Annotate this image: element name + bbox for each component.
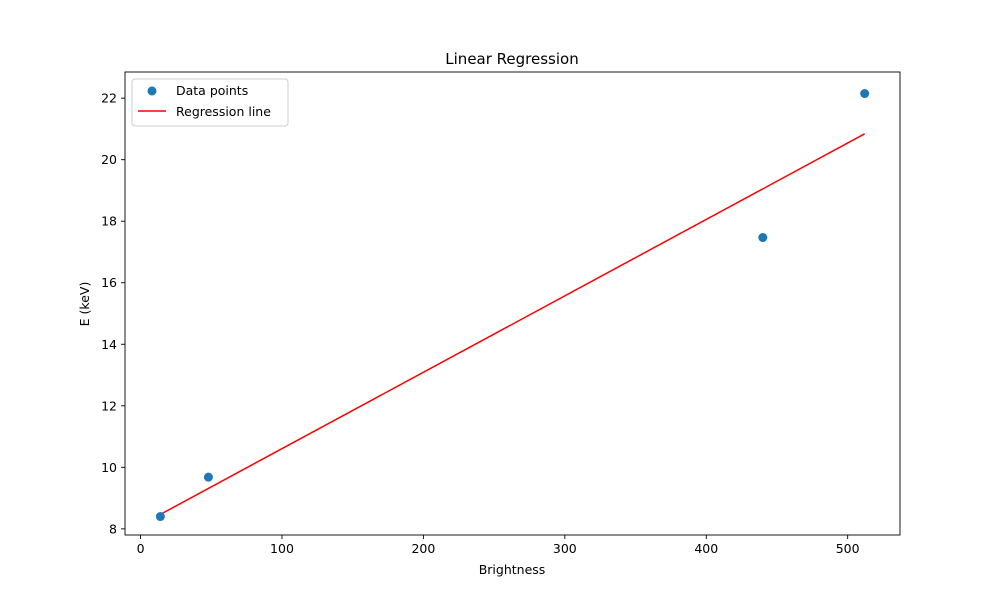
y-axis-label: E (keV): [77, 282, 92, 327]
y-tick-label: 8: [109, 521, 117, 536]
legend-box: [131, 78, 289, 127]
x-tick-label: 300: [553, 541, 577, 556]
data-points: [155, 89, 870, 522]
y-tick-label: 10: [101, 460, 117, 475]
x-tick-label: 200: [411, 541, 435, 556]
y-tick-label: 20: [101, 152, 117, 167]
y-tick-label: 16: [101, 275, 117, 290]
legend-marker-data-points: [147, 86, 157, 96]
x-tick-label: 0: [137, 541, 145, 556]
legend-label-regression-line: Regression line: [176, 104, 271, 119]
y-tick-label: 12: [101, 398, 117, 413]
x-axis-ticks: 0 100 200 300 400 500: [137, 535, 860, 556]
x-tick-label: 100: [270, 541, 294, 556]
data-point: [758, 233, 768, 243]
data-point: [860, 89, 870, 99]
y-tick-label: 18: [101, 214, 117, 229]
legend: Data points Regression line: [131, 78, 289, 127]
data-point: [155, 512, 165, 522]
y-axis-ticks: 8 10 12 14 16 18 20 22: [101, 91, 125, 536]
data-point: [203, 472, 213, 482]
x-tick-label: 500: [836, 541, 860, 556]
regression-line: [159, 133, 866, 516]
chart-title: Linear Regression: [445, 50, 578, 68]
y-tick-label: 22: [101, 91, 117, 106]
legend-label-data-points: Data points: [176, 83, 248, 98]
x-axis-label: Brightness: [479, 562, 546, 577]
y-tick-label: 14: [101, 337, 117, 352]
plot-frame: [124, 71, 901, 536]
x-tick-label: 400: [694, 541, 718, 556]
